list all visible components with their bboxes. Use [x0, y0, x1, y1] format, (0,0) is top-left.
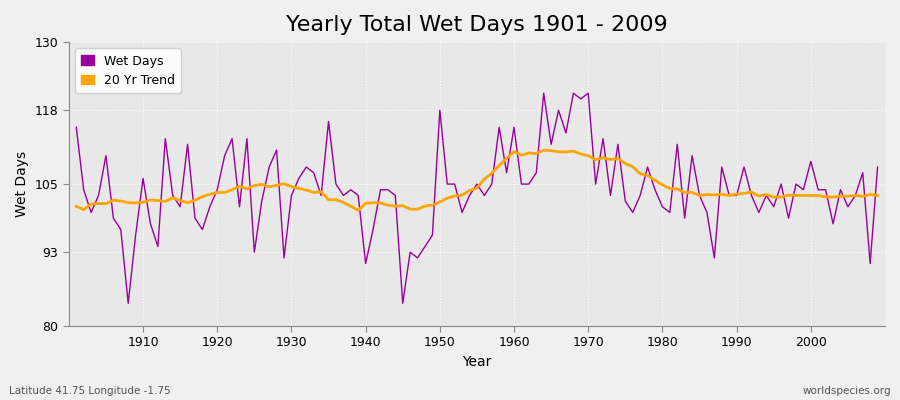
Text: Latitude 41.75 Longitude -1.75: Latitude 41.75 Longitude -1.75 [9, 386, 171, 396]
20 Yr Trend [516, 153, 526, 158]
X-axis label: Year: Year [463, 355, 491, 369]
Wet Days [346, 187, 356, 192]
20 Yr Trend [71, 204, 82, 209]
Wet Days [71, 125, 82, 130]
Wet Days [538, 91, 549, 96]
Text: worldspecies.org: worldspecies.org [803, 386, 891, 396]
Wet Days [516, 182, 526, 186]
20 Yr Trend [293, 186, 304, 191]
Line: Wet Days: Wet Days [76, 93, 878, 303]
Title: Yearly Total Wet Days 1901 - 2009: Yearly Total Wet Days 1901 - 2009 [286, 15, 668, 35]
20 Yr Trend [353, 208, 364, 213]
Wet Days [138, 176, 148, 181]
20 Yr Trend [872, 193, 883, 198]
Wet Days [122, 301, 133, 306]
20 Yr Trend [613, 156, 624, 161]
Wet Days [872, 165, 883, 170]
Y-axis label: Wet Days: Wet Days [15, 151, 29, 217]
Line: 20 Yr Trend: 20 Yr Trend [76, 150, 878, 210]
Wet Days [301, 165, 311, 170]
20 Yr Trend [508, 149, 519, 154]
20 Yr Trend [130, 200, 141, 205]
20 Yr Trend [338, 200, 349, 205]
Wet Days [508, 125, 519, 130]
Wet Days [613, 142, 624, 147]
Legend: Wet Days, 20 Yr Trend: Wet Days, 20 Yr Trend [75, 48, 181, 93]
20 Yr Trend [538, 148, 549, 153]
